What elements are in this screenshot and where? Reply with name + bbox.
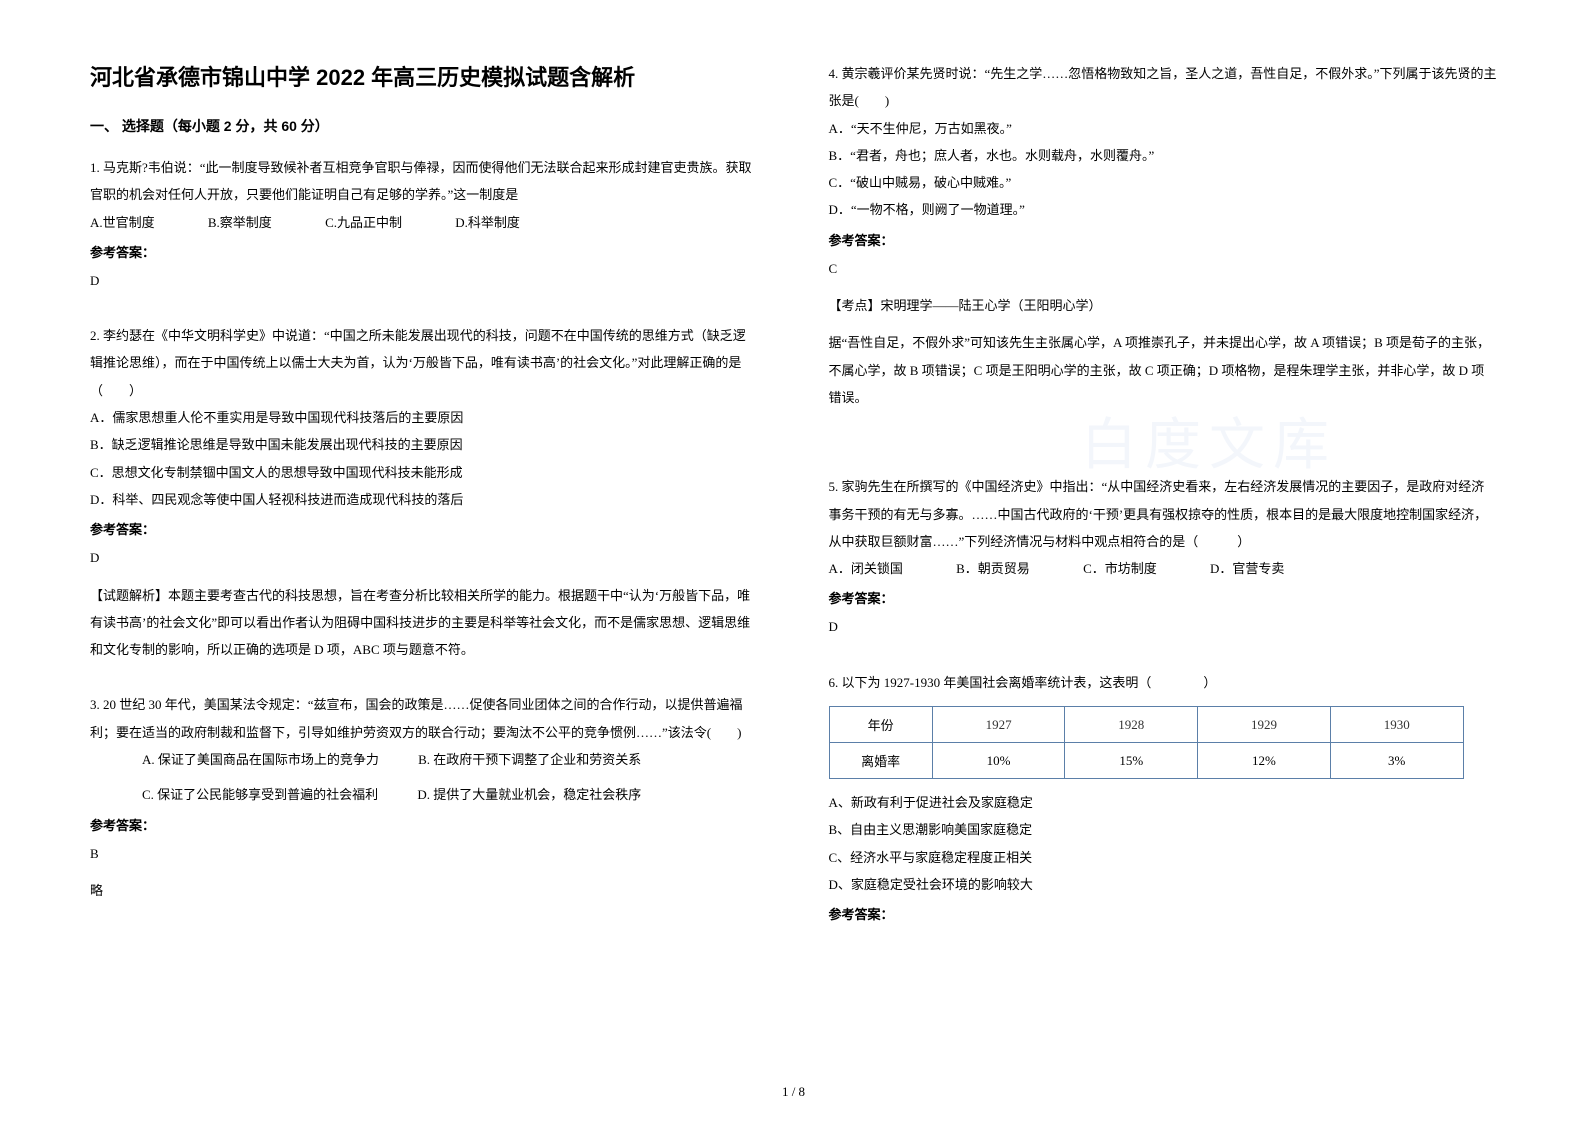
q1-optA: A.世官制度 bbox=[90, 209, 155, 236]
q2-optB: B．缺乏逻辑推论思维是导致中国未能发展出现代科技的主要原因 bbox=[90, 431, 759, 458]
q2-stem: 2. 李约瑟在《中华文明科学史》中说道：“中国之所未能发展出现代的科技，问题不在… bbox=[90, 322, 759, 404]
q4-topic: 【考点】宋明理学——陆王心学（王阳明心学） bbox=[829, 292, 1498, 319]
question-2: 2. 李约瑟在《中华文明科学史》中说道：“中国之所未能发展出现代的科技，问题不在… bbox=[90, 322, 759, 673]
q2-optC: C．思想文化专制禁锢中国文人的思想导致中国现代科技未能形成 bbox=[90, 459, 759, 486]
q2-explanation: 【试题解析】本题主要考查古代的科技思想，旨在考查分析比较相关所学的能力。根据题干… bbox=[90, 582, 759, 664]
q1-options: A.世官制度 B.察举制度 C.九品正中制 D.科举制度 bbox=[90, 209, 759, 236]
q2-optA: A．儒家思想重人伦不重实用是导致中国现代科技落后的主要原因 bbox=[90, 404, 759, 431]
q5-optB: B．朝贡贸易 bbox=[956, 555, 1030, 582]
q3-optD: D. 提供了大量就业机会，稳定社会秩序 bbox=[391, 781, 641, 808]
q5-options: A．闭关锁国 B．朝贡贸易 C．市坊制度 D．官营专卖 bbox=[829, 555, 1498, 582]
q6-optC: C、经济水平与家庭稳定程度正相关 bbox=[829, 844, 1498, 871]
question-1: 1. 马克斯?韦伯说：“此一制度导致候补者互相竞争官职与俸禄，因而使得他们无法联… bbox=[90, 154, 759, 304]
divorce-rate-table: 年份 1927 1928 1929 1930 离婚率 10% 15% 12% 3… bbox=[829, 706, 1464, 779]
right-column: 4. 黄宗羲评价某先贤时说：“先生之学……忽悟格物致知之旨，圣人之道，吾性自足，… bbox=[829, 60, 1498, 1060]
q3-brief: 略 bbox=[90, 877, 759, 904]
rate-3: 3% bbox=[1330, 743, 1463, 779]
q3-answer-label: 参考答案： bbox=[90, 815, 759, 834]
page-number: 1 / 8 bbox=[782, 1084, 805, 1100]
q4-options: A．“天不生仲尼，万古如黑夜。” B．“君者，舟也；庶人者，水也。水则载舟，水则… bbox=[829, 115, 1498, 224]
table-header-row: 年份 1927 1928 1929 1930 bbox=[829, 707, 1463, 743]
q2-answer: D bbox=[90, 544, 759, 571]
q5-answer-label: 参考答案： bbox=[829, 588, 1498, 607]
spacer bbox=[829, 439, 1498, 473]
q3-options-row1: A. 保证了美国商品在国际市场上的竞争力 B. 在政府干预下调整了企业和劳资关系 bbox=[90, 746, 759, 773]
q1-optC: C.九品正中制 bbox=[325, 209, 402, 236]
q6-answer-label: 参考答案： bbox=[829, 904, 1498, 923]
q6-options: A、新政有利于促进社会及家庭稳定 B、自由主义思潮影响美国家庭稳定 C、经济水平… bbox=[829, 789, 1498, 898]
q1-answer-label: 参考答案： bbox=[90, 242, 759, 261]
q4-optB: B．“君者，舟也；庶人者，水也。水则载舟，水则覆舟。” bbox=[829, 142, 1498, 169]
row-label: 离婚率 bbox=[829, 743, 932, 779]
q3-options-row2: C. 保证了公民能够享受到普遍的社会福利 D. 提供了大量就业机会，稳定社会秩序 bbox=[90, 781, 759, 808]
q4-explanation: 据“吾性自足，不假外求”可知该先生主张属心学，A 项推崇孔子，并未提出心学，故 … bbox=[829, 329, 1498, 411]
rate-0: 10% bbox=[932, 743, 1065, 779]
q3-optA: A. 保证了美国商品在国际市场上的竞争力 bbox=[116, 746, 379, 773]
q5-optD: D．官营专卖 bbox=[1210, 555, 1284, 582]
q3-optB: B. 在政府干预下调整了企业和劳资关系 bbox=[392, 746, 641, 773]
q5-optC: C．市坊制度 bbox=[1083, 555, 1157, 582]
year-3: 1930 bbox=[1330, 707, 1463, 743]
q4-optC: C．“破山中贼易，破心中贼难。” bbox=[829, 169, 1498, 196]
question-4: 4. 黄宗羲评价某先贤时说：“先生之学……忽悟格物致知之旨，圣人之道，吾性自足，… bbox=[829, 60, 1498, 421]
year-2: 1929 bbox=[1198, 707, 1331, 743]
q2-optD: D．科举、四民观念等使中国人轻视科技进而造成现代科技的落后 bbox=[90, 486, 759, 513]
year-1: 1928 bbox=[1065, 707, 1198, 743]
q3-optC: C. 保证了公民能够享受到普遍的社会福利 bbox=[116, 781, 378, 808]
table-data-row: 离婚率 10% 15% 12% 3% bbox=[829, 743, 1463, 779]
q2-options: A．儒家思想重人伦不重实用是导致中国现代科技落后的主要原因 B．缺乏逻辑推论思维… bbox=[90, 404, 759, 513]
q1-optB: B.察举制度 bbox=[208, 209, 272, 236]
q6-table: 年份 1927 1928 1929 1930 离婚率 10% 15% 12% 3… bbox=[829, 706, 1498, 779]
q4-optA: A．“天不生仲尼，万古如黑夜。” bbox=[829, 115, 1498, 142]
header-label: 年份 bbox=[829, 707, 932, 743]
page-title: 河北省承德市锦山中学 2022 年高三历史模拟试题含解析 bbox=[90, 60, 759, 92]
q4-stem: 4. 黄宗羲评价某先贤时说：“先生之学……忽悟格物致知之旨，圣人之道，吾性自足，… bbox=[829, 60, 1498, 115]
q1-answer: D bbox=[90, 267, 759, 294]
rate-2: 12% bbox=[1198, 743, 1331, 779]
q4-answer: C bbox=[829, 255, 1498, 282]
question-3: 3. 20 世纪 30 年代，美国某法令规定：“兹宣布，国会的政策是……促使各同… bbox=[90, 691, 759, 914]
q4-optD: D．“一物不格，则阙了一物道理。” bbox=[829, 196, 1498, 223]
q2-answer-label: 参考答案： bbox=[90, 519, 759, 538]
q5-answer: D bbox=[829, 613, 1498, 640]
section-header: 一、 选择题（每小题 2 分，共 60 分） bbox=[90, 116, 759, 136]
question-5: 5. 家驹先生在所撰写的《中国经济史》中指出：“从中国经济史看来，左右经济发展情… bbox=[829, 473, 1498, 650]
q6-optD: D、家庭稳定受社会环境的影响较大 bbox=[829, 871, 1498, 898]
q5-stem: 5. 家驹先生在所撰写的《中国经济史》中指出：“从中国经济史看来，左右经济发展情… bbox=[829, 473, 1498, 555]
rate-1: 15% bbox=[1065, 743, 1198, 779]
left-column: 河北省承德市锦山中学 2022 年高三历史模拟试题含解析 一、 选择题（每小题 … bbox=[90, 60, 759, 1060]
q4-answer-label: 参考答案： bbox=[829, 230, 1498, 249]
q6-optA: A、新政有利于促进社会及家庭稳定 bbox=[829, 789, 1498, 816]
q5-optA: A．闭关锁国 bbox=[829, 555, 903, 582]
q6-optB: B、自由主义思潮影响美国家庭稳定 bbox=[829, 816, 1498, 843]
year-0: 1927 bbox=[932, 707, 1065, 743]
q1-optD: D.科举制度 bbox=[455, 209, 520, 236]
q6-stem: 6. 以下为 1927-1930 年美国社会离婚率统计表，这表明（ ） bbox=[829, 669, 1498, 696]
q1-stem: 1. 马克斯?韦伯说：“此一制度导致候补者互相竞争官职与俸禄，因而使得他们无法联… bbox=[90, 154, 759, 209]
q3-stem: 3. 20 世纪 30 年代，美国某法令规定：“兹宣布，国会的政策是……促使各同… bbox=[90, 691, 759, 746]
page-container: 河北省承德市锦山中学 2022 年高三历史模拟试题含解析 一、 选择题（每小题 … bbox=[90, 60, 1497, 1060]
q3-answer: B bbox=[90, 840, 759, 867]
question-6: 6. 以下为 1927-1930 年美国社会离婚率统计表，这表明（ ） 年份 1… bbox=[829, 669, 1498, 929]
